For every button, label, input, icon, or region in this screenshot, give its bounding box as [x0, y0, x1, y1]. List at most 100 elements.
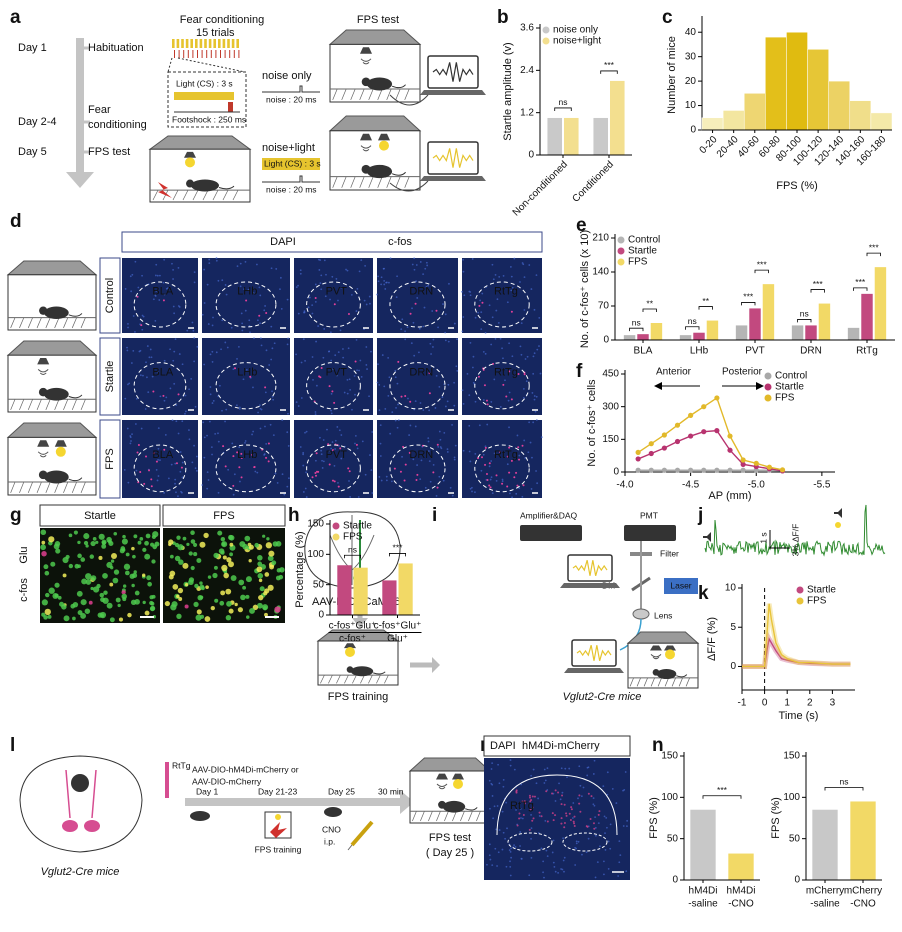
light	[55, 446, 66, 457]
nucleus	[575, 840, 578, 843]
nucleus	[501, 848, 504, 851]
cell	[221, 542, 226, 547]
chamber-floor	[377, 88, 383, 100]
mcherry-cell	[551, 792, 554, 795]
nucleus	[528, 264, 531, 266]
light	[835, 522, 841, 528]
nucleus	[471, 490, 473, 493]
nucleus	[533, 352, 536, 355]
chamber-roof	[408, 757, 492, 772]
cs-label: Light (CS) : 3 s	[176, 78, 233, 88]
nucleus	[157, 459, 159, 461]
nucleus	[260, 344, 263, 347]
nucleus	[257, 411, 259, 414]
cs-pulse	[204, 39, 207, 48]
nucleus	[508, 849, 511, 852]
nucleus	[394, 376, 397, 379]
nucleus	[330, 392, 333, 395]
nucleus	[432, 338, 435, 341]
nucleus	[369, 302, 371, 305]
chamber-floor	[328, 674, 333, 684]
nucleus	[242, 378, 245, 381]
bar	[765, 36, 787, 131]
nucleus	[545, 849, 548, 852]
cell	[73, 530, 78, 535]
nucleus	[195, 455, 198, 458]
nucleus	[159, 459, 161, 462]
cell	[50, 561, 56, 567]
nucleus	[557, 871, 560, 874]
chamber-floor	[428, 811, 433, 822]
nucleus	[409, 424, 412, 427]
mouse-head	[186, 179, 194, 188]
y-tick-label: 2.4	[520, 65, 534, 76]
point	[701, 429, 707, 435]
nucleus	[560, 868, 562, 870]
nucleus	[157, 475, 160, 477]
cell	[93, 586, 100, 593]
cell	[223, 572, 229, 579]
nucleus	[192, 329, 195, 332]
mouse-head	[38, 470, 48, 480]
nucleus	[592, 773, 595, 775]
nucleus	[525, 380, 528, 383]
micrograph	[462, 420, 542, 498]
cell	[80, 613, 86, 619]
chamber-floor	[10, 481, 16, 493]
nucleus	[139, 349, 142, 352]
nucleus	[506, 463, 509, 466]
nucleus	[540, 847, 543, 850]
chamber-body	[329, 130, 421, 191]
nucleus	[244, 440, 247, 442]
bar	[722, 110, 745, 131]
cell	[170, 604, 177, 611]
nucleus	[435, 374, 438, 377]
nucleus	[474, 452, 477, 455]
sound	[360, 145, 372, 152]
nucleus	[388, 281, 390, 284]
significance-bracket	[554, 107, 572, 111]
nucleus	[331, 275, 334, 278]
panel-letter: j	[697, 505, 703, 526]
cfos-cell	[408, 451, 411, 454]
nucleus	[491, 263, 494, 266]
condition-label: noise+light	[262, 142, 315, 154]
cell	[190, 530, 195, 535]
nucleus	[365, 303, 368, 306]
cfos-cell	[333, 401, 336, 404]
nucleus	[163, 258, 166, 261]
cs-pulse	[195, 39, 198, 48]
nucleus	[574, 846, 576, 849]
chamber-floor	[232, 189, 239, 201]
cfos-cell	[481, 301, 484, 304]
nucleus	[157, 447, 160, 450]
nucleus	[533, 398, 536, 401]
cfos-cell	[327, 443, 330, 446]
y-tick-label: 0	[690, 125, 696, 136]
panel-letter: f	[576, 361, 583, 382]
nucleus	[509, 860, 511, 863]
nucleus	[422, 409, 425, 411]
nucleus	[532, 421, 535, 424]
nucleus	[127, 383, 129, 386]
cell	[190, 565, 195, 571]
caption: FPS training	[328, 691, 389, 703]
nucleus	[202, 421, 205, 424]
mcherry-cell	[529, 800, 532, 803]
nucleus	[154, 319, 157, 322]
mcherry-cell	[516, 824, 519, 827]
nucleus	[188, 388, 191, 391]
nucleus	[424, 267, 427, 270]
nucleus	[219, 384, 221, 387]
legend-swatch	[332, 533, 340, 541]
row-box	[99, 337, 121, 416]
nucleus	[488, 843, 491, 846]
cell	[109, 582, 114, 587]
region-label: LHb	[237, 367, 257, 379]
nucleus	[139, 374, 142, 377]
legend-label: Control	[628, 235, 660, 246]
nucleus	[364, 473, 367, 476]
x-tick-label: mCherry	[844, 886, 882, 897]
bar	[749, 308, 761, 340]
nucleus	[317, 325, 320, 327]
